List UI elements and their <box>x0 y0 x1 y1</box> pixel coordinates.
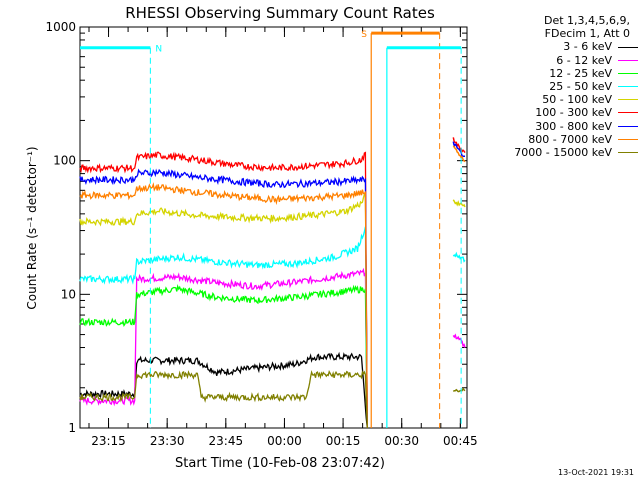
series-line-3-6-kev <box>79 351 368 429</box>
x-tick-label: 23:30 <box>150 434 185 448</box>
series-line-25-50-kev <box>79 226 368 429</box>
legend-entry-label: 7000 - 15000 keV <box>514 145 612 159</box>
legend-swatch <box>618 46 638 48</box>
series-rebound-25-50-kev <box>452 251 466 263</box>
series-line-12-25-kev <box>79 283 368 429</box>
legend-swatch <box>618 59 638 61</box>
series-rebound-7000-15000-kev <box>452 387 466 393</box>
series-rebound-50-100-kev <box>452 199 466 208</box>
legend-swatch <box>618 152 638 153</box>
plot-frame <box>79 26 468 429</box>
y-tick-label: 100 <box>53 154 76 168</box>
y-axis-label: Count Rate (s⁻¹ detector⁻¹) <box>25 146 39 309</box>
series-rebound-6-12-kev <box>452 333 466 348</box>
y-tick-label: 10 <box>61 287 76 301</box>
legend-entry: 50 - 100 keV <box>480 93 638 106</box>
legend-entry: 25 - 50 keV <box>480 80 638 93</box>
legend-entry-label: 6 - 12 keV <box>556 53 612 67</box>
legend-swatch <box>618 112 638 114</box>
x-tick-label: 00:30 <box>384 434 419 448</box>
legend-entry-label: 50 - 100 keV <box>542 93 612 107</box>
legend-entry: 12 - 25 keV <box>480 67 638 80</box>
series-rebound-300-800-kev <box>452 141 465 158</box>
chart-title: RHESSI Observing Summary Count Rates <box>125 4 435 22</box>
series-rebound-100-300-kev <box>452 137 466 154</box>
legend-entry-label: 300 - 800 keV <box>535 119 612 133</box>
x-axis-label: Start Time (10-Feb-08 23:07:42) <box>175 456 385 471</box>
legend-header-line: FDecim 1, Att 0 <box>544 27 630 41</box>
series-line-300-800-kev <box>79 168 368 429</box>
legend-entry-label: 3 - 6 keV <box>563 40 612 54</box>
legend-entry-label: 12 - 25 keV <box>549 66 612 80</box>
legend-entry-label: 100 - 300 keV <box>535 106 612 120</box>
legend-entry: 800 - 7000 keV <box>480 133 638 146</box>
y-tick-label: 1000 <box>45 20 76 34</box>
legend-entry-label: 800 - 7000 keV <box>528 132 612 146</box>
timestamp: 13-Oct-2021 19:31 <box>558 468 634 477</box>
legend-entry: 6 - 12 keV <box>480 54 638 67</box>
series-line-800-7000-kev <box>79 182 368 429</box>
legend-swatch <box>618 138 638 140</box>
x-tick-label: 00:15 <box>326 434 361 448</box>
legend-entry: 300 - 800 keV <box>480 120 638 133</box>
legend-entry: 100 - 300 keV <box>480 106 638 119</box>
legend-entry: 7000 - 15000 keV <box>480 146 638 159</box>
x-tick-label: 00:00 <box>267 434 302 448</box>
series-line-100-300-kev <box>79 151 368 429</box>
legend-swatch <box>618 99 638 101</box>
legend-swatch <box>618 72 638 74</box>
series-line-7000-15000-kev <box>79 370 368 429</box>
x-tick-label: 23:15 <box>91 434 126 448</box>
flag-label: N <box>155 45 162 55</box>
legend-swatch <box>618 125 638 127</box>
legend: Det 1,3,4,5,6,9, FDecim 1, Att 0 3 - 6 k… <box>480 14 638 159</box>
series-line-50-100-kev <box>79 192 368 429</box>
legend-entry: 3 - 6 keV <box>480 40 638 53</box>
x-tick-label: 23:45 <box>209 434 244 448</box>
legend-header-line: Det 1,3,4,5,6,9, <box>543 14 630 27</box>
y-tick-label: 1 <box>68 421 76 435</box>
legend-entry-label: 25 - 50 keV <box>549 79 612 93</box>
x-tick-label: 00:45 <box>443 434 478 448</box>
series-rebound-800-7000-kev <box>452 145 466 163</box>
flag-label: S <box>361 30 367 40</box>
legend-swatch <box>618 86 638 88</box>
